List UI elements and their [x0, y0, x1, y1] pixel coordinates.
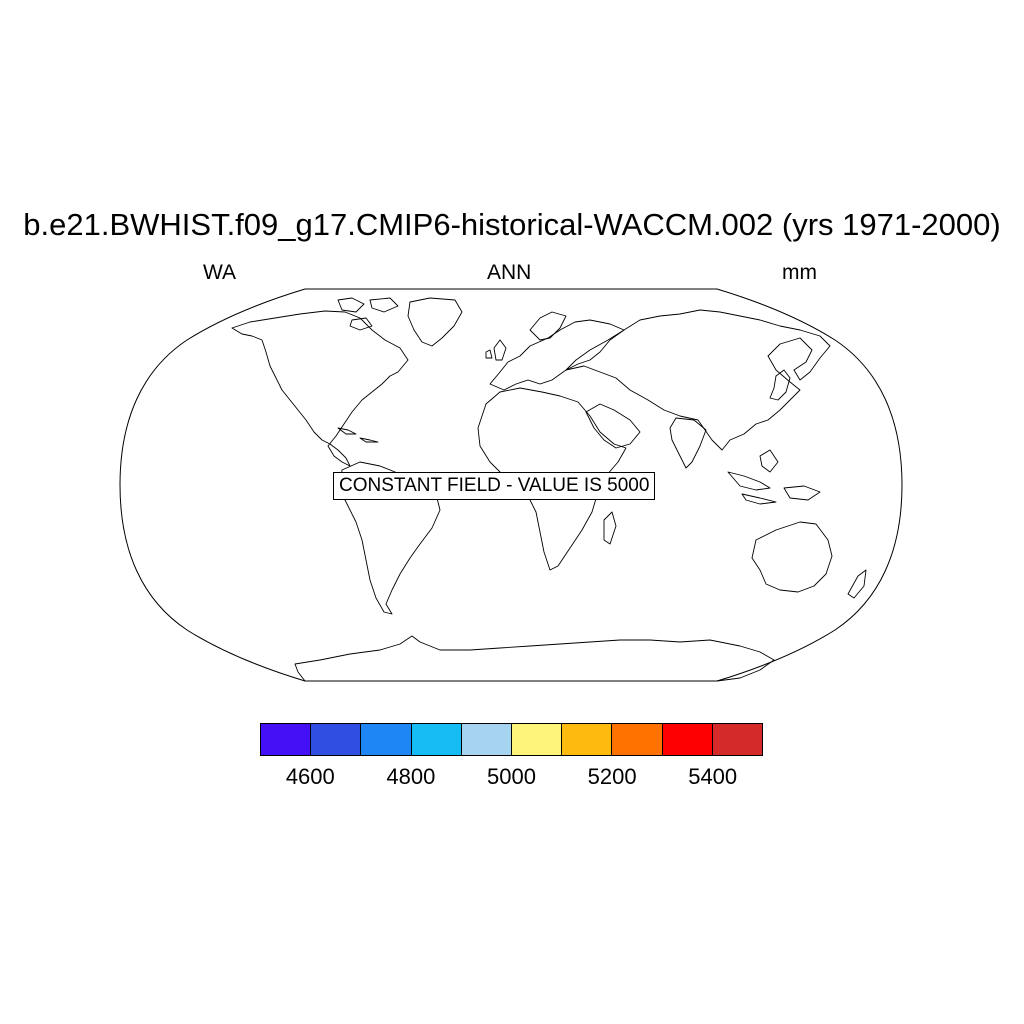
colorbar-box [311, 724, 362, 755]
colorbar [260, 723, 763, 756]
coast-british-isles [485, 339, 507, 361]
coast-india [669, 417, 707, 469]
coast-antarctica [294, 635, 775, 682]
colorbar-box [662, 724, 713, 755]
coast-madagascar [603, 511, 617, 545]
colorbar-tick-label: 5200 [587, 764, 637, 789]
variable-label: WA [203, 261, 237, 284]
colorbar-box [361, 724, 412, 755]
units-label: mm [782, 261, 817, 284]
season-label: ANN [487, 261, 532, 284]
colorbar-box [562, 724, 613, 755]
coast-caribbean [337, 427, 379, 443]
plot-title: b.e21.BWHIST.f09_g17.CMIP6-historical-WA… [23, 207, 1001, 242]
colorbar-tick-label: 5000 [487, 764, 536, 789]
coast-australia [751, 521, 833, 593]
colorbar-box [712, 724, 763, 755]
constant-field-annotation: CONSTANT FIELD - VALUE IS 5000 [333, 472, 656, 500]
coast-asia [565, 309, 831, 451]
coast-japan [769, 369, 791, 401]
colorbar-tick-label: 4600 [285, 764, 335, 789]
colorbar-box [612, 724, 663, 755]
coast-scandinavia [529, 311, 567, 341]
colorbar-box [411, 724, 462, 755]
coast-greenland [407, 297, 463, 347]
colorbar-box [261, 724, 312, 755]
coast-arabia [585, 403, 641, 449]
coast-north-america [231, 310, 409, 467]
colorbar-box [512, 724, 563, 755]
coast-arctic-islands [337, 297, 399, 331]
coast-se-asia [727, 449, 821, 505]
colorbar-tick-label: 5400 [688, 764, 738, 789]
colorbar-tick-label: 4800 [386, 764, 436, 789]
coast-new-zealand [847, 569, 867, 599]
colorbar-box [461, 724, 513, 755]
